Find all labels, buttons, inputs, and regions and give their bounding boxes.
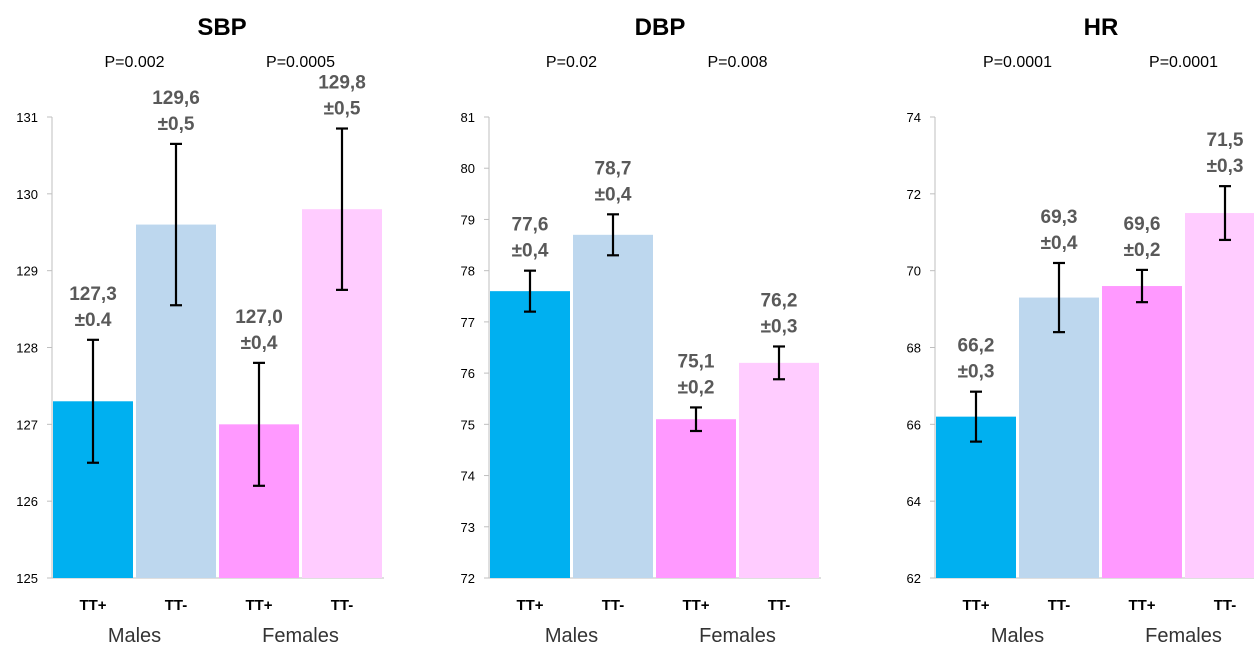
group-label: Males (545, 625, 598, 647)
bar-tt-plus (490, 291, 570, 578)
data-label-error: ±0,5 (158, 114, 195, 135)
y-tick-label: 81 (461, 110, 475, 125)
x-tick-label: TT+ (682, 597, 709, 614)
data-label-value: 76,2 (761, 290, 798, 311)
y-tick-label: 70 (907, 264, 921, 279)
data-label-error: ±0,4 (512, 241, 549, 262)
y-tick-label: 80 (461, 161, 475, 176)
chart-title: HR (1084, 14, 1119, 41)
bar-tt-minus (573, 234, 653, 579)
x-tick-label: TT- (602, 597, 625, 614)
chart-panel-sbp: SBP P=0.002 P=0.0005 125 126 127 128 129 130 131 1… (16, 14, 384, 647)
y-tick-label: 126 (16, 494, 38, 509)
y-tick-label: 64 (907, 494, 921, 509)
data-label-value: 127,0 (235, 307, 283, 328)
p-value-label: P=0.02 (546, 54, 597, 71)
y-tick-label: 131 (16, 110, 38, 125)
y-tick-label: 78 (461, 264, 475, 279)
y-tick-label: 76 (461, 366, 475, 381)
data-label-value: 69,6 (1124, 214, 1161, 235)
data-label-value: 77,6 (512, 215, 549, 236)
group-label: Males (991, 625, 1044, 647)
y-tick-label: 62 (907, 571, 921, 586)
x-tick-label: TT+ (516, 597, 543, 614)
x-tick-label: TT+ (1128, 597, 1155, 614)
y-tick-label: 129 (16, 264, 38, 279)
data-label-error: ±0,3 (761, 316, 798, 337)
x-tick-label: TT- (768, 597, 791, 614)
group-label: Females (262, 625, 339, 647)
y-tick-label: 74 (907, 110, 921, 125)
data-label-error: ±0,4 (595, 184, 632, 205)
p-value-label: P=0.002 (104, 54, 164, 71)
data-label-error: ±0,2 (1124, 240, 1161, 261)
bar-tt-plus (936, 416, 1016, 578)
data-label-value: 78,7 (595, 158, 632, 179)
chart-panel-hr: HR P=0.0001 P=0.0001 62 64 66 68 70 72 74 66,2 ±0,3… (907, 14, 1254, 647)
chart-title: SBP (197, 14, 246, 41)
y-tick-label: 66 (907, 417, 921, 432)
bar-tt-minus (1185, 213, 1254, 578)
data-label-error: ±0,3 (1207, 156, 1244, 177)
data-label-value: 129,8 (318, 73, 366, 94)
bar-tt-plus (1102, 286, 1182, 578)
bar-tt-minus (739, 362, 819, 578)
data-label-error: ±0,5 (324, 99, 361, 120)
data-label-value: 66,2 (958, 336, 995, 357)
p-value-label: P=0.008 (707, 54, 767, 71)
x-tick-label: TT+ (962, 597, 989, 614)
y-tick-label: 72 (907, 187, 921, 202)
y-tick-label: 75 (461, 417, 475, 432)
x-tick-label: TT+ (79, 597, 106, 614)
x-tick-label: TT- (1214, 597, 1237, 614)
p-value-label: P=0.0001 (1149, 54, 1218, 71)
y-tick-label: 128 (16, 341, 38, 356)
group-label: Males (108, 625, 161, 647)
data-label-value: 71,5 (1207, 130, 1244, 151)
data-label-error: ±0,4 (1041, 233, 1078, 254)
data-label-error: ±0.4 (75, 310, 112, 331)
data-label-value: 127,3 (69, 284, 117, 305)
y-tick-label: 73 (461, 520, 475, 535)
y-tick-label: 127 (16, 417, 38, 432)
p-value-label: P=0.0005 (266, 54, 335, 71)
group-label: Females (1145, 625, 1222, 647)
chart-title: DBP (635, 14, 686, 41)
x-tick-label: TT- (165, 597, 188, 614)
y-tick-label: 125 (16, 571, 38, 586)
data-label-error: ±0,3 (958, 362, 995, 383)
y-tick-label: 77 (461, 315, 475, 330)
y-tick-label: 68 (907, 341, 921, 356)
group-label: Females (699, 625, 776, 647)
x-tick-label: TT- (1048, 597, 1071, 614)
data-label-value: 129,6 (152, 88, 200, 109)
data-label-error: ±0,4 (241, 333, 278, 354)
y-tick-label: 130 (16, 187, 38, 202)
data-label-error: ±0,2 (678, 377, 715, 398)
x-tick-label: TT+ (245, 597, 272, 614)
p-value-label: P=0.0001 (983, 54, 1052, 71)
data-label-value: 69,3 (1041, 207, 1078, 228)
y-tick-label: 74 (461, 469, 475, 484)
chart-panel-dbp: DBP P=0.02 P=0.008 72 73 74 75 76 77 78 79 80 81 77,6… (461, 14, 821, 647)
y-tick-label: 79 (461, 212, 475, 227)
bar-tt-plus (656, 419, 736, 578)
bar-tt-minus (1019, 297, 1099, 578)
y-tick-label: 72 (461, 571, 475, 586)
data-label-value: 75,1 (678, 351, 715, 372)
x-tick-label: TT- (331, 597, 354, 614)
